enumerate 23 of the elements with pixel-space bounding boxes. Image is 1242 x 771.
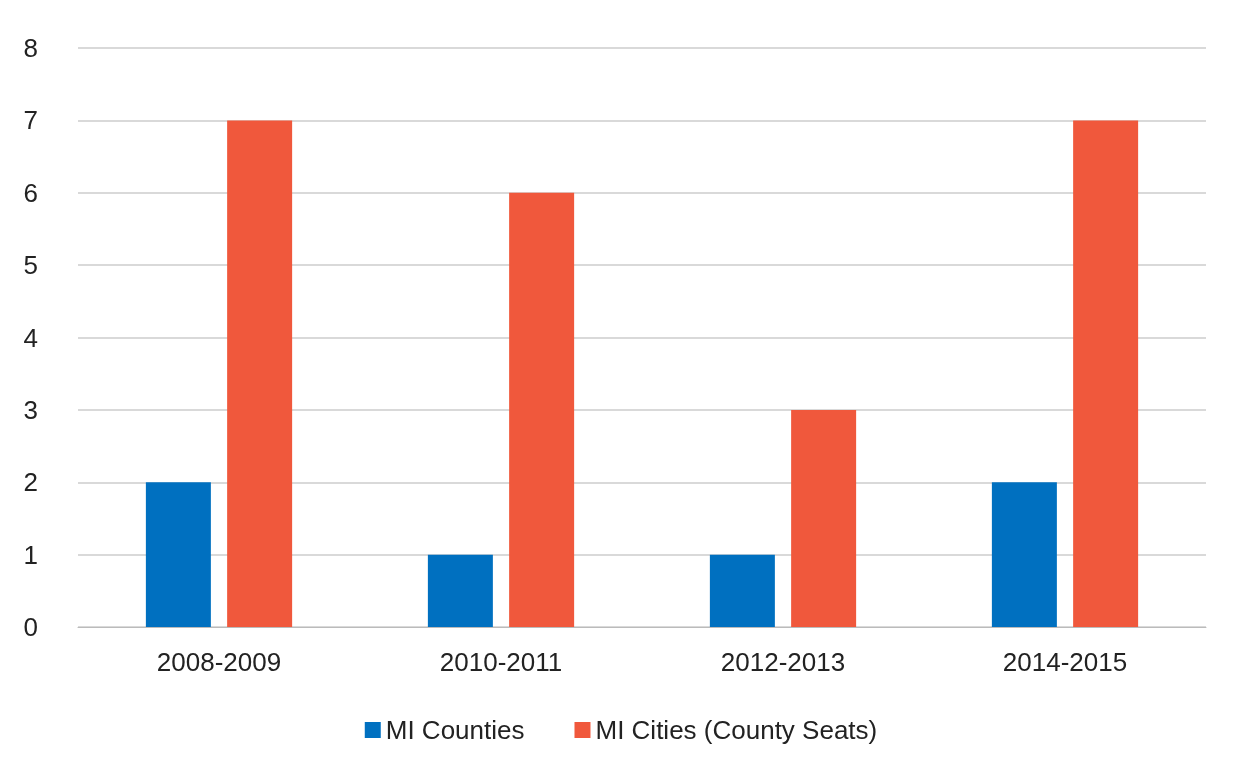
bar	[709, 554, 775, 627]
x-tick-label: 2010-2011	[439, 647, 563, 677]
legend-label: MI Cities (County Seats)	[595, 715, 878, 745]
y-tick-label: 5	[23, 250, 38, 281]
y-tick-label: 3	[23, 394, 38, 425]
y-tick-label: 1	[23, 539, 38, 570]
y-tick-label: 6	[23, 177, 38, 208]
bar	[791, 409, 857, 627]
x-tick-label: 2014-2015	[1002, 647, 1128, 677]
y-tick-label: 2	[23, 467, 38, 498]
x-tick-label: 2012-2013	[720, 647, 846, 677]
bar	[509, 192, 575, 627]
bar	[427, 554, 493, 627]
bar	[1073, 120, 1139, 627]
y-tick-label: 4	[23, 322, 38, 353]
bar	[227, 120, 293, 627]
bar	[991, 482, 1057, 627]
bar	[145, 482, 211, 627]
y-tick-label: 0	[23, 612, 38, 642]
y-tick-label: 7	[23, 105, 38, 136]
y-tick-label: 8	[23, 33, 38, 63]
legend-label: MI Counties	[385, 715, 525, 745]
x-tick-label: 2008-2009	[156, 647, 282, 677]
